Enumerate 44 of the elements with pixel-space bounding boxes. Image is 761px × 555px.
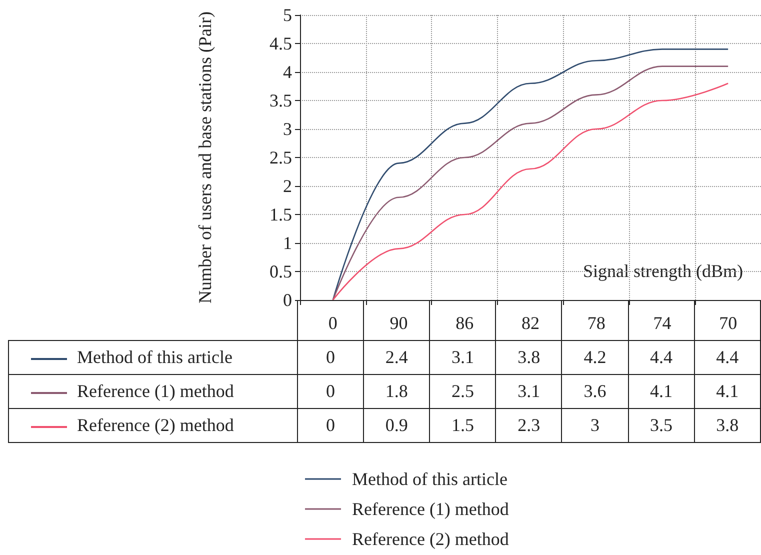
y-tick-label: 4 xyxy=(283,62,292,82)
data-label: 3.8 xyxy=(694,408,760,442)
text: Reference (2) method xyxy=(352,529,509,549)
data-label: 3.8 xyxy=(496,340,562,374)
data-label: 3.6 xyxy=(562,374,628,408)
data-label: 4.1 xyxy=(694,374,760,408)
y-tick-label: 3 xyxy=(283,119,292,139)
data-label: 2.4 xyxy=(364,340,430,374)
y-tick-label: 0.5 xyxy=(270,262,292,282)
x-tick-label: 74 xyxy=(653,313,672,333)
legend-label: Reference (2) method xyxy=(77,415,234,435)
data-label: 1.5 xyxy=(430,408,496,442)
data-label: 3.1 xyxy=(430,340,496,374)
data-label: 0.9 xyxy=(364,408,430,442)
data-label: 2.3 xyxy=(496,408,562,442)
y-tick-label: 1 xyxy=(283,233,292,253)
x-tick-label: 86 xyxy=(456,313,474,333)
y-tick-label: 2.5 xyxy=(270,148,292,168)
y-tick-label: 0 xyxy=(283,290,292,310)
x-axis-title: Signal strength (dBm) xyxy=(583,261,744,281)
data-label: 4.1 xyxy=(628,374,694,408)
x-tick-label: 90 xyxy=(390,313,408,333)
legend-label: Reference (1) method xyxy=(77,381,234,401)
y-axis-title: Number of users and base stations (Pair) xyxy=(195,12,215,304)
data-label: 1.8 xyxy=(364,374,430,408)
data-label: 2.5 xyxy=(430,374,496,408)
y-tick-label: 4.5 xyxy=(270,34,292,54)
data-label: 4.4 xyxy=(628,340,694,374)
y-tick-label: 2 xyxy=(283,176,292,196)
x-tick-label: 0 xyxy=(328,313,338,333)
x-tick-label: 70 xyxy=(719,313,738,333)
legend-label: Method of this article xyxy=(77,347,232,367)
x-tick-label: 82 xyxy=(522,313,540,333)
x-tick-label: 78 xyxy=(587,313,606,333)
data-label: 3 xyxy=(562,408,628,442)
data-label: 3.5 xyxy=(628,408,694,442)
y-tick-label: 1.5 xyxy=(270,204,292,224)
text: Reference (1) method xyxy=(352,499,509,519)
data-label: 4.4 xyxy=(694,340,760,374)
data-label: 4.2 xyxy=(562,340,628,374)
text: Method of this article xyxy=(352,469,508,489)
data-label: 3.1 xyxy=(496,374,562,408)
y-tick-label: 3.5 xyxy=(270,90,292,110)
y-tick-label: 5 xyxy=(283,5,292,25)
